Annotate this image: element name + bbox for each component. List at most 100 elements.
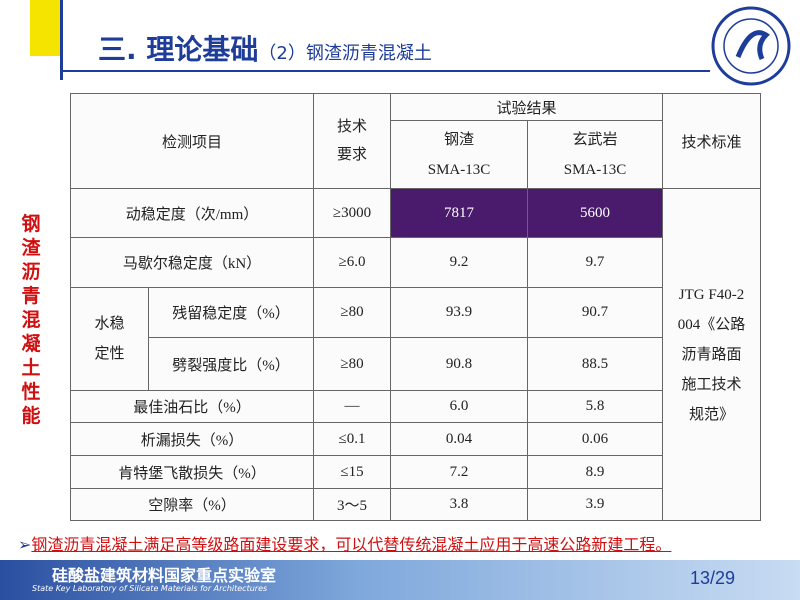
title-block: 三. 理论基础（2）钢渣沥青混凝土 xyxy=(98,28,432,68)
basalt-cell-text: 0.06 xyxy=(581,430,609,447)
header-steel-text: SMA-13C xyxy=(427,161,491,178)
header-basalt: 玄武岩 SMA-13C xyxy=(527,120,663,189)
standard-cell: JTG F40-2004《公路沥青路面施工技术规范》 xyxy=(662,188,761,521)
steel-cell: 7817 xyxy=(390,188,528,238)
requirement-cell: — xyxy=(313,390,391,423)
results-table: 检测项目 技术要求 试验结果技术标准 钢渣 SMA-13C 玄武岩 SMA-13C 动稳定度（… xyxy=(70,93,761,521)
item-cell-text: 析漏损失（%） xyxy=(140,432,244,449)
requirement-cell-text: ≥6.0 xyxy=(338,254,366,270)
steel-cell: 90.8 xyxy=(390,337,528,391)
basalt-cell-text: 5600 xyxy=(580,204,610,221)
header-results: 试验结果 xyxy=(390,93,663,121)
header-steel: 钢渣 SMA-13C xyxy=(390,120,528,189)
table-row: 马歇尔稳定度（kN） ≥6.0 9.2 9.7 xyxy=(70,237,761,288)
footer-lab-en: State Key Laboratory of Silicate Materia… xyxy=(32,584,268,593)
steel-cell-text: 93.9 xyxy=(445,304,473,320)
header-basalt-text: 玄武岩 xyxy=(572,131,618,148)
table-row: 检测项目 技术要求 试验结果技术标准 xyxy=(70,93,761,189)
item-cell: 最佳油石比（%） xyxy=(70,390,314,423)
basalt-cell: 3.9 xyxy=(527,488,663,521)
requirement-cell-text: ≤15 xyxy=(340,463,364,480)
header-requirement: 技术要求 xyxy=(313,93,391,189)
steel-cell: 7.2 xyxy=(390,455,528,489)
item-cell-text: 马歇尔稳定度（kN） xyxy=(122,256,262,272)
header-steel-text: 钢渣 xyxy=(443,131,474,148)
basalt-cell-text: 88.5 xyxy=(581,355,609,372)
conclusion-text: 钢渣沥青混凝土满足高等级路面建设要求，可以代替传统混凝土应用于高速公路新建工程。 xyxy=(31,535,672,554)
steel-cell-text: 7817 xyxy=(444,204,474,221)
requirement-cell-text: ≥3000 xyxy=(332,204,372,221)
accent-vline xyxy=(60,0,63,80)
table-row: 劈裂强度比（%） ≥80 90.8 88.5 xyxy=(71,337,761,391)
requirement-cell-text: ≤0.1 xyxy=(338,430,366,447)
steel-cell: 6.0 xyxy=(390,390,528,423)
conclusion: ➢钢渣沥青混凝土满足高等级路面建设要求，可以代替传统混凝土应用于高速公路新建工程… xyxy=(18,531,671,555)
subtitle: （2）钢渣沥青混凝土 xyxy=(258,43,432,64)
requirement-cell-text: ≥80 xyxy=(340,304,364,320)
header-standard: 技术标准 xyxy=(662,93,761,189)
requirement-cell-text: ≥80 xyxy=(340,355,364,372)
table-row: 析漏损失（%） ≤0.1 0.04 0.06 xyxy=(70,422,761,456)
item-cell-text: 劈裂强度比（%） xyxy=(172,357,290,374)
requirement-cell: ≥80 xyxy=(313,337,391,391)
steel-cell-text: 9.2 xyxy=(449,254,469,270)
requirement-cell: 3～5 xyxy=(313,488,391,521)
table-row: 肯特堡飞散损失（%） ≤15 7.2 8.9 xyxy=(70,455,761,489)
header-results-text: 试验结果 xyxy=(496,100,557,117)
steel-cell-text: 7.2 xyxy=(449,463,469,480)
accent-hline xyxy=(60,70,710,72)
item-cell: 空隙率（%） xyxy=(70,488,314,521)
item-cell-text: 残留稳定度（%） xyxy=(172,306,290,322)
steel-cell-text: 6.0 xyxy=(449,398,469,414)
requirement-cell-text: — xyxy=(344,398,360,414)
basalt-cell: 0.06 xyxy=(527,422,663,456)
steel-cell-text: 90.8 xyxy=(445,355,473,372)
steel-cell: 3.8 xyxy=(390,488,528,521)
steel-cell: 0.04 xyxy=(390,422,528,456)
item-cell-text: 空隙率（%） xyxy=(148,498,236,514)
basalt-cell-text: 8.9 xyxy=(585,463,605,480)
steel-cell-text: 3.8 xyxy=(449,496,469,512)
requirement-cell: ≤0.1 xyxy=(313,422,391,456)
item-cell: 马歇尔稳定度（kN） xyxy=(70,237,314,288)
item-cell: 析漏损失（%） xyxy=(70,422,314,456)
table-row: 空隙率（%） 3～5 3.8 3.9 xyxy=(70,488,761,521)
basalt-cell-text: 9.7 xyxy=(585,254,605,270)
table-row: 水稳定性 残留稳定度（%） ≥80 93.9 90.7 xyxy=(70,287,761,391)
basalt-cell: 5.8 xyxy=(527,390,663,423)
table-row: 动稳定度（次/mm） ≥3000 7817 5600 JTG F40-2004《公路沥青… xyxy=(70,188,761,521)
basalt-cell-text: 5.8 xyxy=(585,398,605,414)
basalt-cell: 8.9 xyxy=(527,455,663,489)
logo xyxy=(711,6,791,86)
requirement-cell: ≤15 xyxy=(313,455,391,489)
steel-cell-text: 0.04 xyxy=(445,430,473,447)
accent-square xyxy=(30,0,62,56)
footer-lab-cn: 硅酸盐建筑材料国家重点实验室 xyxy=(52,566,277,585)
basalt-cell: 9.7 xyxy=(527,237,663,288)
header-standard-text: 技术标准 xyxy=(681,134,742,151)
basalt-cell: 5600 xyxy=(527,188,663,238)
basalt-cell-text: 3.9 xyxy=(585,496,605,512)
page-number: 13/29 xyxy=(690,568,736,588)
header-basalt-text: SMA-13C xyxy=(563,161,627,178)
steel-cell: 93.9 xyxy=(390,287,528,338)
header-item: 检测项目 xyxy=(70,93,314,189)
item-cell-text: 肯特堡飞散损失（%） xyxy=(118,465,266,482)
basalt-cell: 88.5 xyxy=(527,337,663,391)
bullet-arrow: ➢ xyxy=(18,535,32,554)
basalt-cell-text: 90.7 xyxy=(581,304,609,320)
requirement-cell: ≥80 xyxy=(313,287,391,338)
steel-cell: 9.2 xyxy=(390,237,528,288)
group-label-text: 水稳定性 xyxy=(94,316,125,362)
header-requirement-text: 技术要求 xyxy=(336,119,367,163)
item-cell: 动稳定度（次/mm） xyxy=(70,188,314,238)
basalt-cell: 90.7 xyxy=(527,287,663,338)
item-cell: 肯特堡飞散损失（%） xyxy=(70,455,314,489)
item-cell: 劈裂强度比（%） xyxy=(148,337,314,391)
side-label: 钢渣沥青混凝土性能 xyxy=(21,213,41,427)
table-row: 钢渣 SMA-13C 玄武岩 SMA-13C xyxy=(71,120,761,189)
requirement-cell: ≥6.0 xyxy=(313,237,391,288)
requirement-cell-text: 3～5 xyxy=(336,498,367,514)
table-row: 最佳油石比（%） — 6.0 5.8 xyxy=(70,390,761,423)
